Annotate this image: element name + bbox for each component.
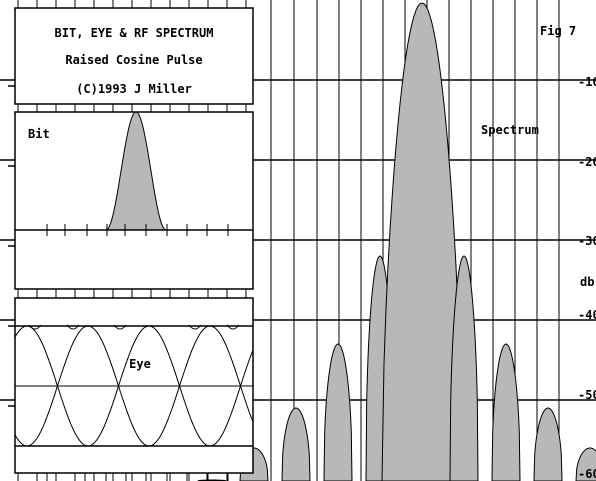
ytick-label-40: -40: [578, 308, 596, 322]
bit-ticks: [46, 224, 229, 236]
ytick-label-20: -20: [578, 155, 596, 169]
title-box: [14, 7, 254, 105]
spectrum-lobe: [449, 255, 479, 481]
eye-label: Eye: [129, 357, 151, 371]
eye-overshoot: [66, 324, 80, 330]
ytick-label-30: -30: [578, 234, 596, 248]
title-line-2: Raised Cosine Pulse: [65, 53, 202, 67]
bit-label: Bit: [28, 127, 50, 141]
spectrum-lobe: [575, 447, 596, 481]
bit-pulse: [105, 111, 167, 231]
ytick-label-60: -60: [578, 467, 596, 481]
title-line-1: BIT, EYE & RF SPECTRUM: [55, 26, 214, 40]
spectrum-lobe: [381, 2, 463, 481]
eye-overshoot: [28, 324, 42, 330]
eye-trace: [14, 325, 254, 447]
eye-overshoot: [226, 324, 240, 330]
eye-traces: [14, 324, 254, 447]
left-axis-ticks: [8, 85, 229, 481]
eye-overshoot: [188, 324, 202, 330]
ytick-label-50: -50: [578, 388, 596, 402]
spectrum-lobe: [533, 407, 563, 481]
spectrum-lobe: [281, 407, 311, 481]
ytick-label-10: -10: [578, 75, 596, 89]
spectrum-lobe: [491, 343, 521, 481]
spectrum-label: Spectrum: [481, 123, 539, 137]
fig-label: Fig 7: [540, 24, 576, 38]
eye-overshoot: [113, 324, 127, 330]
y-unit-label: db: [580, 275, 594, 289]
title-line-3: (C)1993 J Miller: [76, 82, 192, 96]
eye-trace: [14, 325, 254, 447]
spectrum-lobes: [196, 2, 596, 481]
spectrum-lobe: [323, 343, 353, 481]
